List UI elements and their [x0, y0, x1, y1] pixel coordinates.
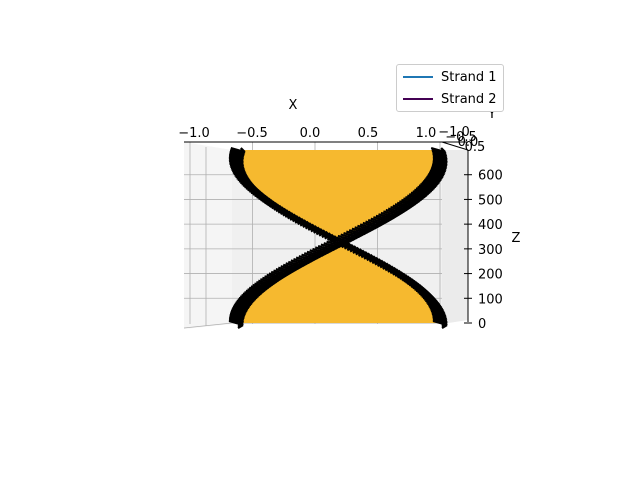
y-tick-label: −1.0 — [438, 125, 470, 140]
legend-label-strand-1: Strand 1 — [441, 69, 497, 85]
axes — [184, 141, 469, 322]
x-tick-label: 0.0 — [300, 126, 321, 141]
legend-swatch-strand-1 — [403, 76, 433, 78]
tick-labels: −1.0 −0.5 0.0 0.5 1.0 −1.0−0.50.00.5010020030… — [178, 125, 503, 332]
y-axis-label: Y — [487, 107, 496, 122]
right-pane — [442, 150, 468, 324]
x-tick-label: 0.5 — [358, 126, 379, 141]
y-tick-label: 0.5 — [465, 140, 486, 155]
x-tick-label: −0.5 — [236, 126, 268, 141]
z-tick-label: 200 — [478, 268, 503, 283]
grid-line-z-side — [183, 322, 233, 329]
x-axis-label: X — [289, 98, 298, 113]
legend-item-strand-1: Strand 1 — [403, 67, 497, 87]
x-tick-label: −1.0 — [178, 126, 210, 141]
z-tick-label: 300 — [478, 243, 503, 258]
z-tick-label: 400 — [478, 218, 503, 233]
left-pane — [184, 142, 232, 329]
z-tick-label: 0 — [478, 317, 486, 332]
y-axis-line — [441, 141, 469, 151]
z-tick-label: 600 — [478, 169, 503, 184]
legend-swatch-strand-2 — [403, 98, 433, 100]
strands — [228, 146, 448, 329]
legend: Strand 1 Strand 2 — [396, 64, 504, 112]
arrow-marker-strand-2 — [430, 146, 446, 156]
arrow-marker-strand-1 — [230, 146, 246, 156]
z-tick-label: 100 — [478, 292, 503, 307]
z-tick-label: 500 — [478, 193, 503, 208]
z-axis-label: Z — [512, 231, 521, 246]
legend-label-strand-2: Strand 2 — [441, 91, 497, 107]
legend-item-strand-2: Strand 2 — [403, 89, 497, 109]
x-tick-label: 1.0 — [416, 126, 437, 141]
y-tick-label: 0.0 — [458, 135, 479, 150]
y-tick-label: −0.5 — [445, 130, 477, 145]
